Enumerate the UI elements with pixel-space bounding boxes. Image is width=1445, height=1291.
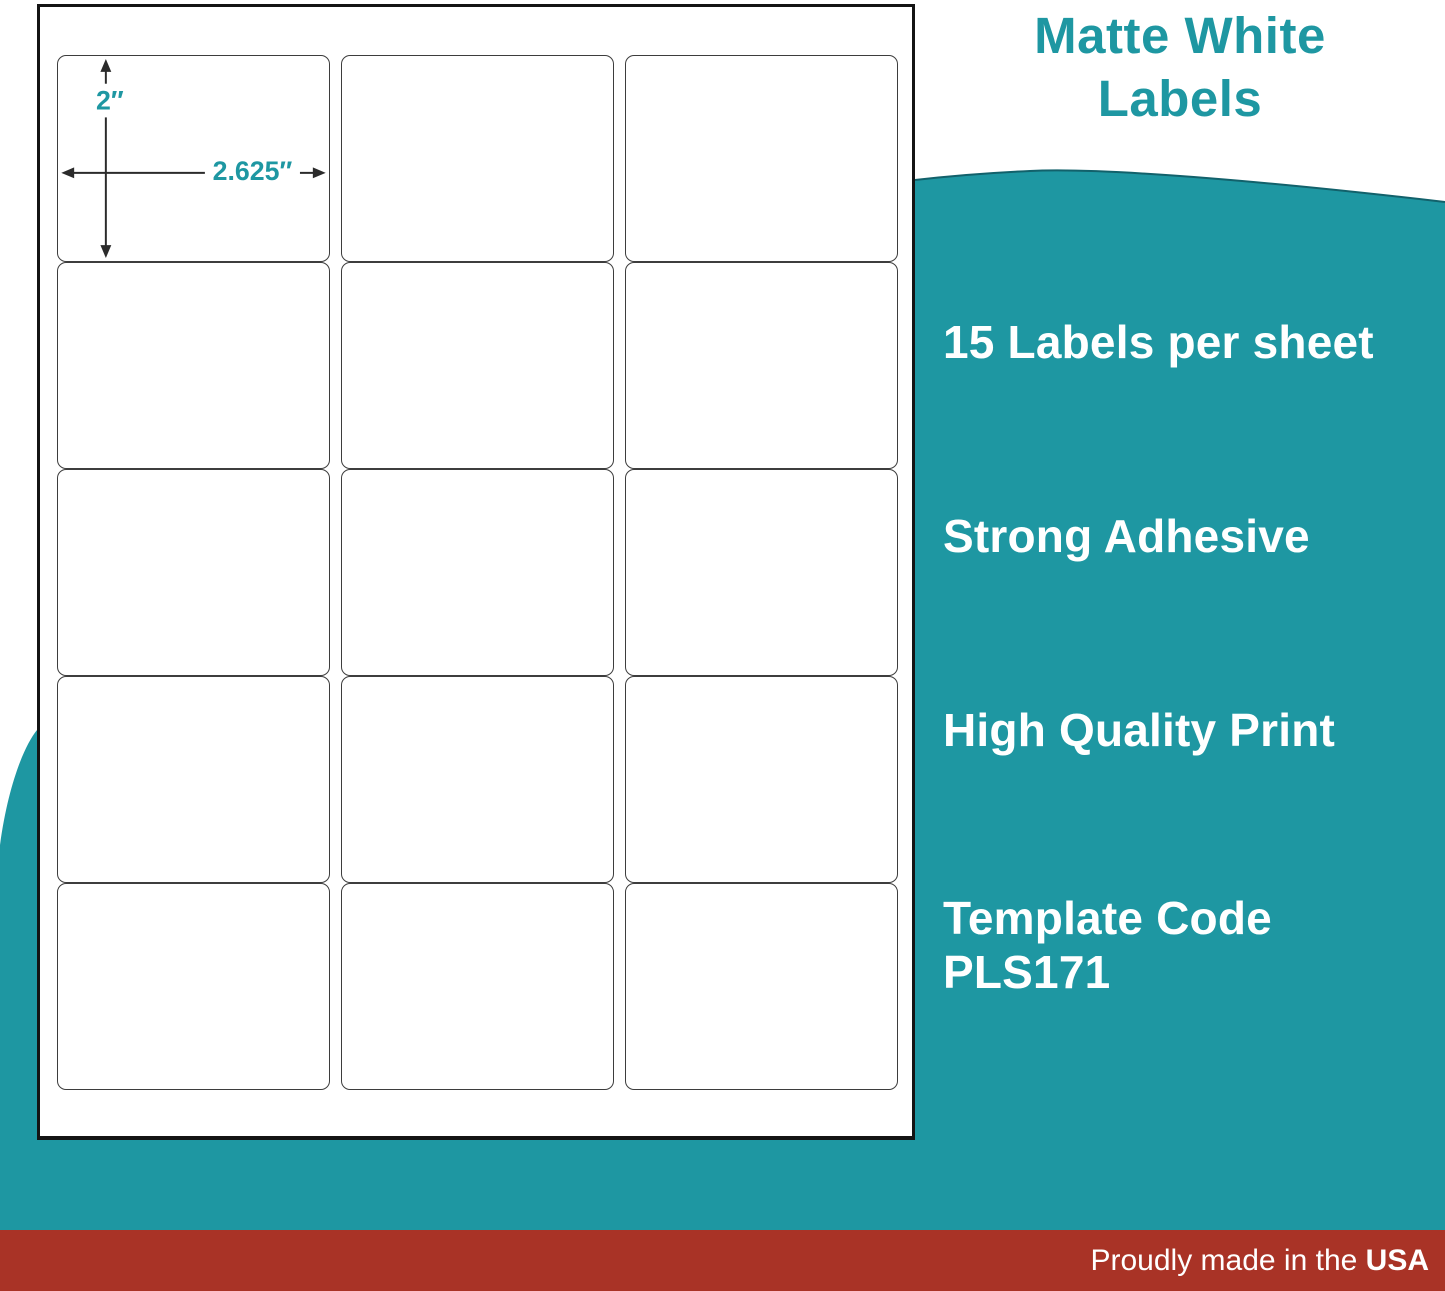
product-title-line2: Labels bbox=[1097, 70, 1263, 127]
label-cell bbox=[341, 55, 614, 262]
label-cell bbox=[57, 469, 330, 676]
label-cell-dimensioned: 2″ 2.625″ bbox=[57, 55, 330, 262]
height-label-backdrop bbox=[88, 83, 132, 118]
arrow-right-icon bbox=[312, 167, 326, 179]
label-cell bbox=[341, 676, 614, 883]
label-cell bbox=[625, 55, 898, 262]
label-cell bbox=[341, 469, 614, 676]
made-in-usa-text: Proudly made in the bbox=[1090, 1244, 1366, 1277]
label-cell bbox=[57, 883, 330, 1090]
label-cell bbox=[57, 676, 330, 883]
template-code-value: PLS171 bbox=[943, 946, 1111, 998]
made-in-usa-bold-text: USA bbox=[1365, 1244, 1429, 1277]
product-title-line1: Matte White bbox=[1034, 7, 1326, 64]
width-dimension-label: 2.625″ bbox=[213, 156, 293, 186]
product-title: Matte White Labels bbox=[915, 4, 1445, 130]
height-dimension-label: 2″ bbox=[96, 85, 124, 115]
label-cell bbox=[341, 262, 614, 469]
width-label-backdrop bbox=[204, 154, 300, 186]
arrow-left-icon bbox=[61, 167, 75, 179]
label-sheet-graphic: 2″ 2.625″ bbox=[37, 4, 915, 1140]
marketing-panel: Matte White Labels 15 Labels per sheet S… bbox=[915, 0, 1445, 1230]
feature-high-quality-print: High Quality Print bbox=[943, 704, 1336, 756]
template-code-label: Template Code bbox=[943, 892, 1272, 944]
label-cell bbox=[57, 262, 330, 469]
feature-strong-adhesive: Strong Adhesive bbox=[943, 510, 1310, 562]
feature-template-code: Template Code PLS171 bbox=[943, 891, 1272, 999]
made-in-usa-banner: Proudly made in the USA bbox=[0, 1230, 1445, 1291]
label-cell bbox=[341, 883, 614, 1090]
label-cell bbox=[625, 262, 898, 469]
arrow-up-icon bbox=[100, 58, 112, 72]
label-cell bbox=[625, 469, 898, 676]
arrow-down-icon bbox=[100, 245, 112, 259]
swoosh-top-edge-line bbox=[914, 169, 1445, 203]
feature-labels-per-sheet: 15 Labels per sheet bbox=[943, 316, 1374, 368]
label-cell bbox=[625, 676, 898, 883]
dimension-annotation: 2″ 2.625″ bbox=[61, 58, 326, 259]
label-cell bbox=[625, 883, 898, 1090]
label-grid: 2″ 2.625″ bbox=[57, 55, 898, 1090]
